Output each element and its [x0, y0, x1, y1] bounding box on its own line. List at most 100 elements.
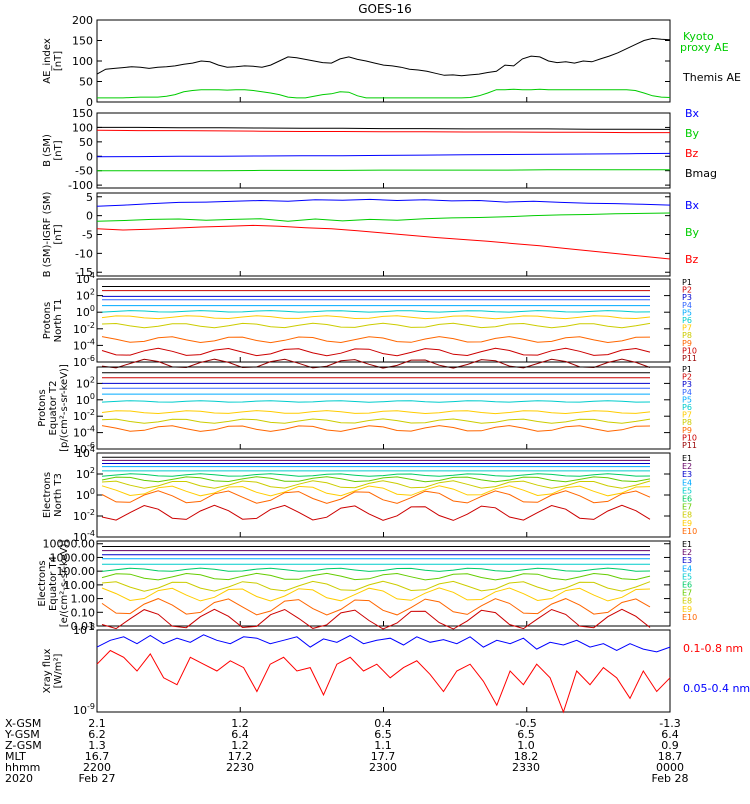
channel-label: E7 [682, 589, 692, 598]
y-tick-label: -50 [75, 165, 93, 178]
y-tick-label: -15 [75, 266, 93, 279]
channel-label: P3 [682, 380, 692, 389]
y-axis-label: B (SM) [42, 134, 53, 167]
x-axis-value: 6.4 [231, 728, 249, 741]
y-tick-label: 50 [79, 76, 93, 89]
y-axis-label: Equator T2 [48, 381, 59, 436]
channel-label: P9 [682, 426, 692, 435]
x-axis-row-label: X-GSM [5, 717, 41, 730]
electrons-north-channel-line [101, 490, 651, 504]
legend-label: Bx [685, 107, 700, 120]
ae-index-series-line [97, 88, 671, 99]
y-tick-label: 100 [76, 304, 95, 319]
y-axis-label: Equator T4 [48, 556, 59, 611]
plot-title: GOES-16 [358, 2, 412, 16]
channel-label: E2 [682, 462, 692, 471]
x-axis-row-label: Y-GSM [4, 728, 40, 741]
y-tick-label: 0 [86, 150, 93, 163]
y-axis-label: AE_index [42, 38, 53, 84]
y-tick-label: 104 [76, 445, 95, 460]
y-tick-label: 1000.00 [50, 551, 96, 564]
channel-label: E6 [682, 581, 692, 590]
channel-label: P10 [682, 433, 697, 442]
x-axis-value: 1.1 [374, 739, 392, 752]
y-axis-label: [W/m²] [53, 653, 64, 688]
y-tick-label: 0 [86, 96, 93, 109]
y-axis-label: [nT] [53, 51, 64, 71]
legend-label: By [685, 127, 700, 140]
channel-label: E3 [682, 556, 692, 565]
channel-label: P4 [682, 388, 692, 397]
y-axis-label: Xray flux [42, 649, 53, 694]
y-tick-label: 10-6 [73, 354, 95, 369]
protons-equator-channel-line [101, 410, 651, 415]
x-axis-value: 6.2 [88, 728, 106, 741]
protons-north-channel-line [101, 310, 651, 313]
y-axis-label: Electrons [37, 560, 48, 606]
electrons-equator-channel-line [101, 587, 651, 602]
x-axis-value: -1.3 [659, 717, 680, 730]
x-axis-row-label: MLT [5, 750, 26, 763]
legend-kyoto-label: Kyoto [683, 30, 714, 43]
y-axis-label: [p/(cm²-s-sr-keV)] [59, 364, 70, 452]
y-tick-label: 10-4 [73, 337, 95, 352]
y-tick-label: 10.00 [64, 579, 96, 592]
x-axis-value: 6.5 [374, 728, 392, 741]
y-tick-label: 102 [76, 375, 95, 390]
y-axis-label: Protons [37, 389, 48, 426]
y-tick-label: 10-2 [73, 508, 95, 523]
legend-label: 0.05-0.4 nm [683, 682, 750, 695]
x-axis-row-label: 2020 [5, 772, 33, 785]
xray-series-line [96, 634, 671, 653]
channel-label: P7 [682, 324, 692, 333]
channel-label: E5 [682, 572, 692, 581]
x-axis-value: 6.4 [661, 728, 679, 741]
electrons-equator-channel-line [101, 567, 651, 572]
channel-label: P3 [682, 293, 692, 302]
channel-label: P8 [682, 331, 692, 340]
y-tick-label: 200 [72, 14, 93, 27]
y-tick-label: 10-4 [73, 425, 95, 440]
b-sm-frame [96, 112, 671, 189]
ae-index-series-line [96, 37, 671, 77]
y-axis-label: North T3 [53, 473, 64, 517]
x-axis-value: 2.1 [88, 717, 106, 730]
electrons-equator-channel-line [101, 572, 651, 581]
y-tick-label: 104 [76, 271, 95, 286]
x-axis-value: 0000 [656, 761, 684, 774]
y-tick-label: -10 [75, 247, 93, 260]
legend-themis-label: Themis AE [682, 71, 741, 84]
y-tick-label: 1.00 [71, 593, 96, 606]
legend-label: Bz [685, 147, 699, 160]
y-axis-label: B (SM)-IGRF (SM) [42, 192, 53, 278]
xray-series-line [96, 649, 671, 714]
y-tick-label: 150 [72, 35, 93, 48]
channel-label: E9 [682, 519, 692, 528]
b-igrf-frame [96, 192, 671, 277]
legend-label: Bmag [685, 167, 717, 180]
y-tick-label: 0 [86, 210, 93, 223]
protons-north-channel-line [101, 347, 651, 357]
channel-label: E5 [682, 486, 692, 495]
y-tick-label: 102 [76, 288, 95, 303]
channel-label: P7 [682, 411, 692, 420]
x-axis-value: 18.2 [514, 750, 539, 763]
b-sm-series-line [97, 169, 670, 172]
electrons-equator-channel-line [101, 580, 651, 592]
y-tick-label: 10-2 [73, 408, 95, 423]
y-axis-label: Protons [42, 302, 53, 339]
y-tick-label: 0.01 [71, 620, 96, 633]
x-axis-value: 18.7 [658, 750, 683, 763]
protons-north-channel-line [101, 336, 651, 344]
y-tick-label: 100 [72, 55, 93, 68]
b-sm-series-line [97, 126, 671, 130]
y-axis-label: [nT] [53, 224, 64, 244]
channel-label: E9 [682, 605, 692, 614]
x-axis-value: 16.7 [85, 750, 110, 763]
protons-equator-panel: Protons Equator T2 [p/(cm²-s-sr-keV)] 102 10… [37, 364, 697, 456]
channel-label: E7 [682, 503, 692, 512]
